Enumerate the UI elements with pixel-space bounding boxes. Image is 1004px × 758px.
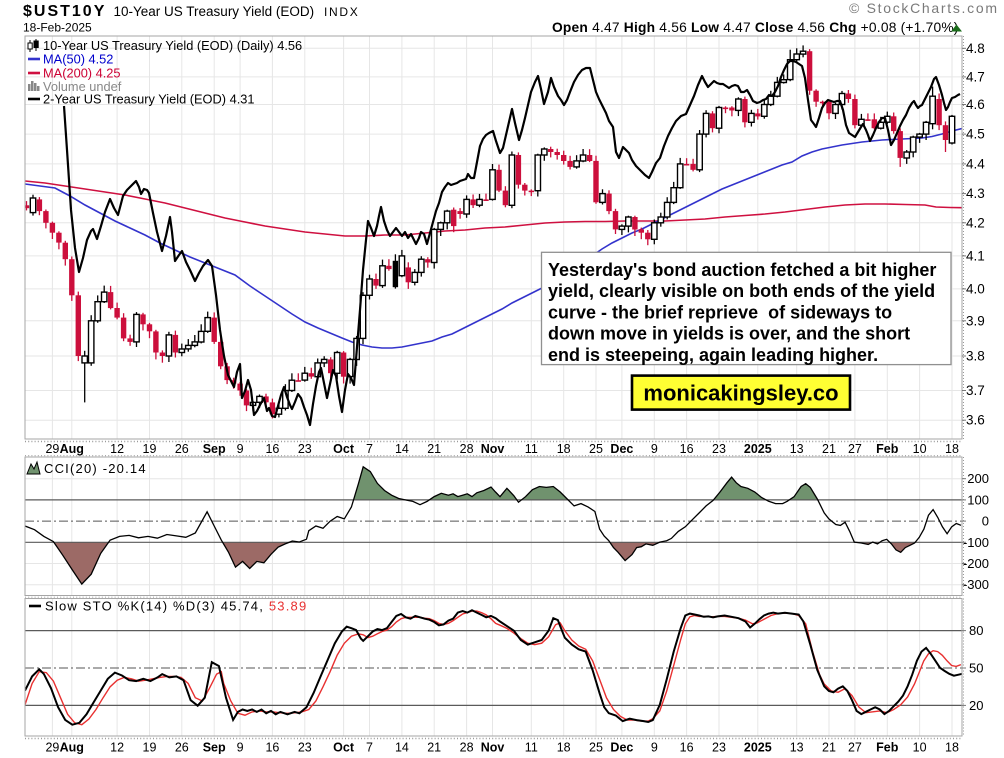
svg-text:CCI(20) -20.14: CCI(20) -20.14 xyxy=(44,461,147,476)
svg-text:9: 9 xyxy=(651,741,658,755)
svg-text:25: 25 xyxy=(589,741,603,755)
svg-text:Oct: Oct xyxy=(333,741,355,755)
svg-text:Aug: Aug xyxy=(60,442,84,456)
svg-text:end is steepeing, again leadin: end is steepeing, again leading higher. xyxy=(548,345,878,365)
svg-text:11: 11 xyxy=(525,741,538,755)
svg-text:14: 14 xyxy=(395,442,409,456)
svg-text:29: 29 xyxy=(45,741,59,755)
svg-text:18: 18 xyxy=(945,442,959,456)
svg-text:4.8: 4.8 xyxy=(966,41,985,56)
svg-text:2025: 2025 xyxy=(744,442,772,456)
svg-text:80: 80 xyxy=(969,623,983,638)
svg-text:2025: 2025 xyxy=(744,741,772,755)
svg-text:Feb: Feb xyxy=(876,741,899,755)
svg-text:9: 9 xyxy=(651,442,658,456)
svg-text:Sep: Sep xyxy=(203,442,226,456)
svg-text:16: 16 xyxy=(265,741,279,755)
svg-text:11: 11 xyxy=(525,442,538,456)
svg-text:100: 100 xyxy=(967,492,989,507)
svg-text:$UST10Y: $UST10Y xyxy=(23,3,106,20)
svg-text:10: 10 xyxy=(913,741,927,755)
svg-text:4.4: 4.4 xyxy=(966,156,985,171)
svg-text:18: 18 xyxy=(557,442,571,456)
svg-text:4.2: 4.2 xyxy=(966,215,985,230)
svg-text:13: 13 xyxy=(790,741,804,755)
svg-text:14: 14 xyxy=(395,741,409,755)
svg-text:Oct: Oct xyxy=(333,442,355,456)
svg-text:4.7: 4.7 xyxy=(966,69,985,84)
svg-text:4.3: 4.3 xyxy=(966,186,985,201)
svg-text:2-Year US Treasury Yield (EOD): 2-Year US Treasury Yield (EOD) 4.31 xyxy=(43,92,254,107)
svg-text:Dec: Dec xyxy=(610,442,633,456)
svg-text:9: 9 xyxy=(237,741,244,755)
svg-text:28: 28 xyxy=(460,741,474,755)
svg-text:Nov: Nov xyxy=(481,741,505,755)
svg-text:monicakingsley.co: monicakingsley.co xyxy=(643,381,838,406)
svg-text:21: 21 xyxy=(427,442,441,456)
svg-text:10-Year US Treasury Yield (EOD: 10-Year US Treasury Yield (EOD) xyxy=(114,4,315,19)
svg-text:Yesterday's bond auction fetch: Yesterday's bond auction fetched a bit h… xyxy=(548,260,936,280)
svg-text:© StockCharts.com: © StockCharts.com xyxy=(849,0,999,16)
svg-text:12: 12 xyxy=(110,741,124,755)
svg-text:25: 25 xyxy=(589,442,603,456)
svg-text:21: 21 xyxy=(822,442,836,456)
svg-text:10: 10 xyxy=(913,442,927,456)
svg-text:7: 7 xyxy=(366,741,373,755)
svg-text:16: 16 xyxy=(265,442,279,456)
svg-text:4.1: 4.1 xyxy=(966,248,985,263)
svg-text:4.6: 4.6 xyxy=(966,97,985,112)
svg-text:down move in yields is over, a: down move in yields is over, and the sho… xyxy=(548,324,910,344)
svg-text:21: 21 xyxy=(427,741,441,755)
svg-text:19: 19 xyxy=(143,741,157,755)
svg-text:23: 23 xyxy=(712,442,726,456)
svg-text:Open 4.47 High 4.56 Low 4.47 C: Open 4.47 High 4.56 Low 4.47 Close 4.56 … xyxy=(552,20,959,35)
svg-text:Dec: Dec xyxy=(610,741,633,755)
svg-text:-300: -300 xyxy=(963,577,989,592)
svg-text:INDX: INDX xyxy=(324,5,359,19)
svg-text:Nov: Nov xyxy=(481,442,505,456)
svg-text:50: 50 xyxy=(969,661,983,676)
svg-text:0: 0 xyxy=(982,514,989,529)
svg-text:23: 23 xyxy=(712,741,726,755)
svg-text:18: 18 xyxy=(557,741,571,755)
svg-text:-100: -100 xyxy=(963,535,989,550)
svg-text:16: 16 xyxy=(680,442,694,456)
svg-text:26: 26 xyxy=(175,442,189,456)
svg-text:MA(200) 4.25: MA(200) 4.25 xyxy=(43,66,121,81)
svg-text:23: 23 xyxy=(298,442,312,456)
svg-text:16: 16 xyxy=(680,741,694,755)
svg-text:20: 20 xyxy=(969,698,983,713)
svg-text:yield, clearly visible on both: yield, clearly visible on both ends of t… xyxy=(548,281,935,301)
svg-text:3.9: 3.9 xyxy=(966,313,985,328)
svg-text:23: 23 xyxy=(298,741,312,755)
svg-text:18: 18 xyxy=(945,741,959,755)
svg-text:MA(50) 4.52: MA(50) 4.52 xyxy=(43,52,113,67)
svg-text:Aug: Aug xyxy=(60,741,84,755)
svg-text:12: 12 xyxy=(110,442,124,456)
svg-text:29: 29 xyxy=(45,442,59,456)
svg-text:26: 26 xyxy=(175,741,189,755)
svg-text:Feb: Feb xyxy=(876,442,899,456)
svg-text:Volume undef: Volume undef xyxy=(43,79,122,94)
svg-text:9: 9 xyxy=(237,442,244,456)
svg-text:curve - the brief reprieve of: curve - the brief reprieve of sideways t… xyxy=(548,302,892,322)
svg-text:Sep: Sep xyxy=(203,741,226,755)
svg-text:27: 27 xyxy=(848,442,862,456)
svg-text:3.6: 3.6 xyxy=(966,413,985,428)
svg-text:4.0: 4.0 xyxy=(966,281,985,296)
svg-text:13: 13 xyxy=(790,442,804,456)
svg-text:21: 21 xyxy=(822,741,836,755)
svg-text:3.8: 3.8 xyxy=(966,349,985,364)
svg-text:19: 19 xyxy=(143,442,157,456)
svg-text:10-Year US Treasury Yield (EOD: 10-Year US Treasury Yield (EOD) (Daily) … xyxy=(43,38,302,53)
svg-text:7: 7 xyxy=(366,442,373,456)
svg-text:4.5: 4.5 xyxy=(966,127,985,142)
svg-text:28: 28 xyxy=(460,442,474,456)
svg-text:3.7: 3.7 xyxy=(966,383,985,398)
svg-text:Slow STO %K(14) %D(3) 45.74, 5: Slow STO %K(14) %D(3) 45.74, 53.89 xyxy=(45,599,307,614)
svg-text:200: 200 xyxy=(967,471,989,486)
svg-text:-200: -200 xyxy=(963,556,989,571)
svg-text:27: 27 xyxy=(848,741,862,755)
svg-text:18-Feb-2025: 18-Feb-2025 xyxy=(23,21,92,35)
